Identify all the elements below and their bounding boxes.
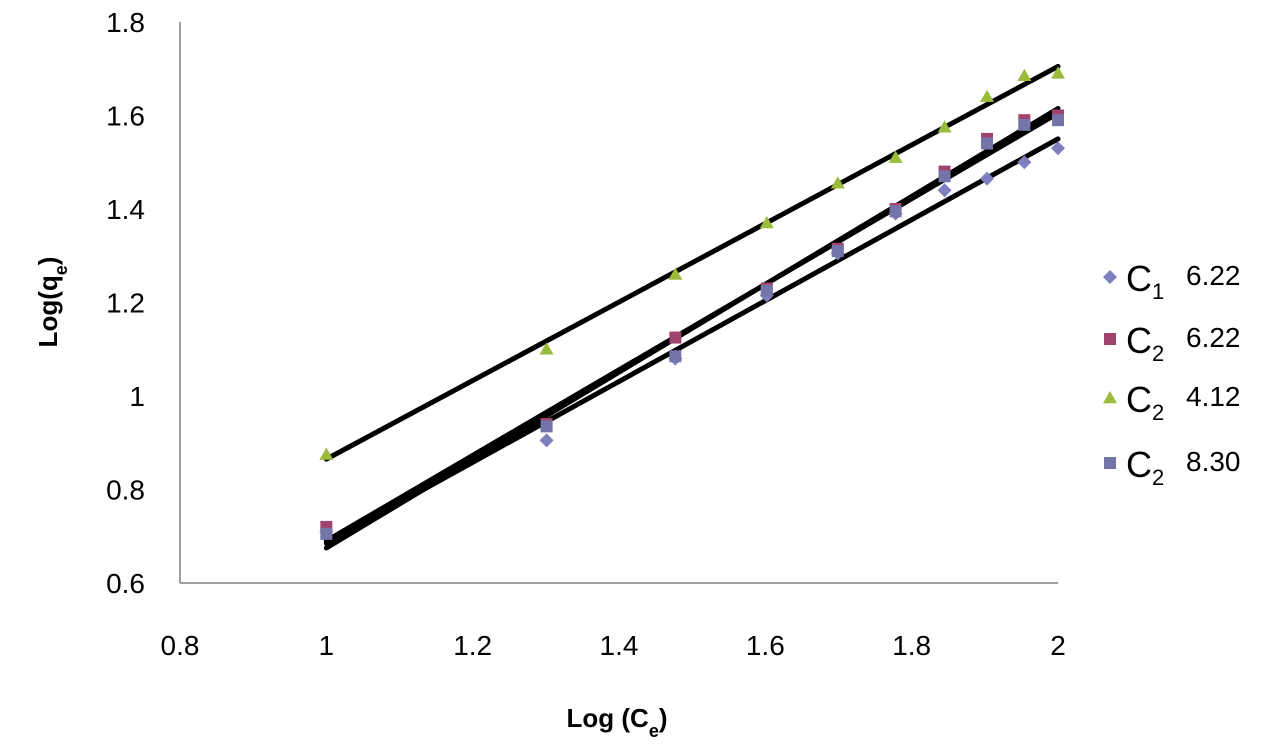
x-tick-label: 1.8 [892,630,931,661]
y-tick-label: 1.8 [106,7,145,38]
legend-entry: C16.22 [1126,258,1241,304]
data-point [1051,141,1065,156]
data-point [1051,66,1065,79]
y-tick-labels: 0.6 0.8 1 1.2 1.4 1.6 1.8 [106,7,145,599]
x-tick-label: 1.6 [746,630,785,661]
data-point [668,267,683,280]
data-markers [319,66,1065,540]
y-tick-label: 1.2 [106,288,145,319]
x-tick-labels: 0.8 1 1.2 1.4 1.6 1.8 2 [161,630,1066,661]
data-point [320,527,333,540]
data-point [669,331,682,344]
y-tick-label: 1.4 [106,194,145,225]
data-point [981,137,994,150]
data-point [539,433,554,448]
data-point [937,183,952,198]
legend: C16.22 C26.22 C24.12 C28.30 [1103,258,1241,490]
data-point [760,284,773,297]
legend-marker [1104,333,1116,345]
data-point [888,150,903,163]
legend-entry: C24.12 [1126,379,1241,425]
x-tick-label: 1.2 [453,630,492,661]
legend-marker [1103,270,1117,284]
x-tick-label: 2 [1050,630,1066,661]
data-point [980,171,995,186]
data-point [540,420,553,433]
data-point [1018,118,1031,131]
data-point [938,170,951,183]
y-tick-label: 1 [129,381,145,412]
legend-marker [1104,457,1116,469]
data-point [889,205,902,218]
trend-line [323,63,1061,462]
data-point [319,447,334,460]
y-tick-label: 0.8 [106,475,145,506]
data-point [831,245,844,258]
trend-line [323,110,1061,544]
plot-area: 0.6 0.8 1 1.2 1.4 1.6 1.8 0.8 1 1.2 1.4 1.6 1.8 2 [106,7,1066,661]
x-axis-title: Log (Ce) [567,703,668,741]
x-tick-label: 1 [319,630,335,661]
data-point [759,216,774,229]
data-point [539,342,554,355]
x-tick-label: 0.8 [161,630,200,661]
fit-lines [323,63,1061,551]
data-point [1017,68,1032,82]
y-tick-label: 0.6 [106,568,145,599]
y-axis-title: Log(qe) [33,257,71,348]
data-point [830,176,845,189]
data-point [1052,114,1064,127]
legend-marker [1103,391,1117,404]
x-tick-label: 1.4 [600,630,639,661]
data-point [1017,155,1032,170]
data-point [980,89,995,103]
legend-entry: C26.22 [1126,320,1241,366]
data-point [669,350,682,363]
data-point [937,120,952,133]
legend-entry: C28.30 [1126,444,1241,490]
y-tick-label: 1.6 [106,101,145,132]
